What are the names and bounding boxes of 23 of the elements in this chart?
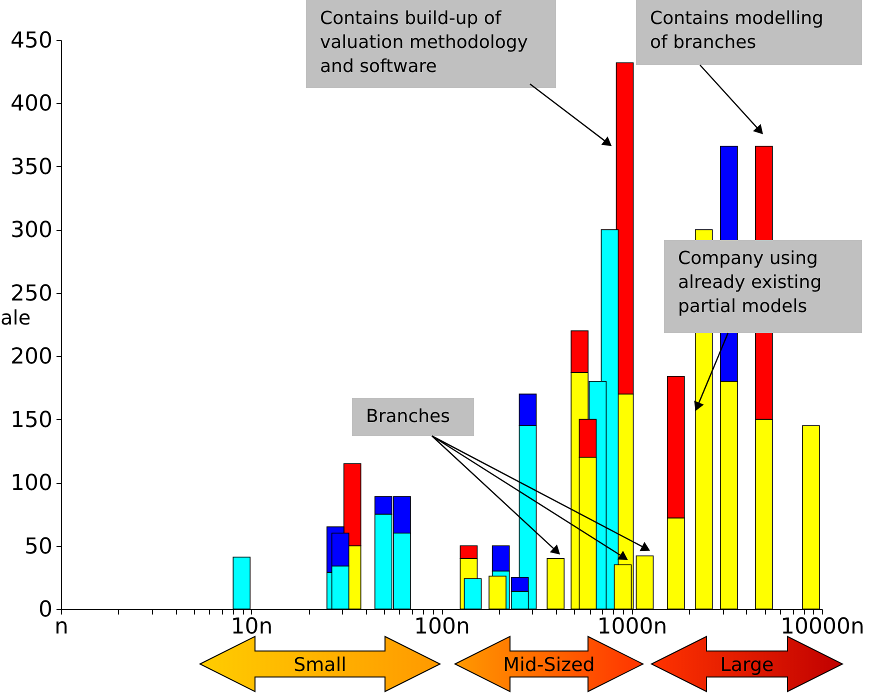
- y-tick-label: 100: [10, 471, 52, 496]
- y-tick-label: 200: [10, 344, 52, 370]
- y-tick-label: 0: [38, 598, 52, 622]
- annotation: Branches: [366, 406, 450, 427]
- text: Mid-Sized: [503, 654, 595, 676]
- y-tick-label: 150: [10, 408, 52, 433]
- y-tick-label: 400: [10, 92, 52, 117]
- annotation: Contains build-up of valuation methodology and software: [320, 8, 528, 77]
- x-tick-label: 10000n: [780, 614, 864, 640]
- y-axis-title: ale: [0, 306, 31, 330]
- x-tick-label: 1000n: [597, 614, 668, 640]
- annotation: Company using already existing partial models: [678, 248, 822, 317]
- y-tick-label: 250: [10, 281, 52, 306]
- y-tick-label: 300: [10, 218, 52, 244]
- y-tick-label: 450: [10, 28, 52, 54]
- x-tick-label: 100n: [414, 614, 470, 640]
- text: Large: [720, 654, 774, 676]
- y-tick-label: 350: [10, 154, 52, 180]
- annotation: Contains modelling of branches: [650, 8, 824, 53]
- text: Small: [294, 654, 346, 676]
- x-tick-label: 10n: [230, 614, 273, 640]
- x-tick-label: n: [54, 614, 68, 640]
- y-tick-label: 50: [24, 534, 52, 560]
